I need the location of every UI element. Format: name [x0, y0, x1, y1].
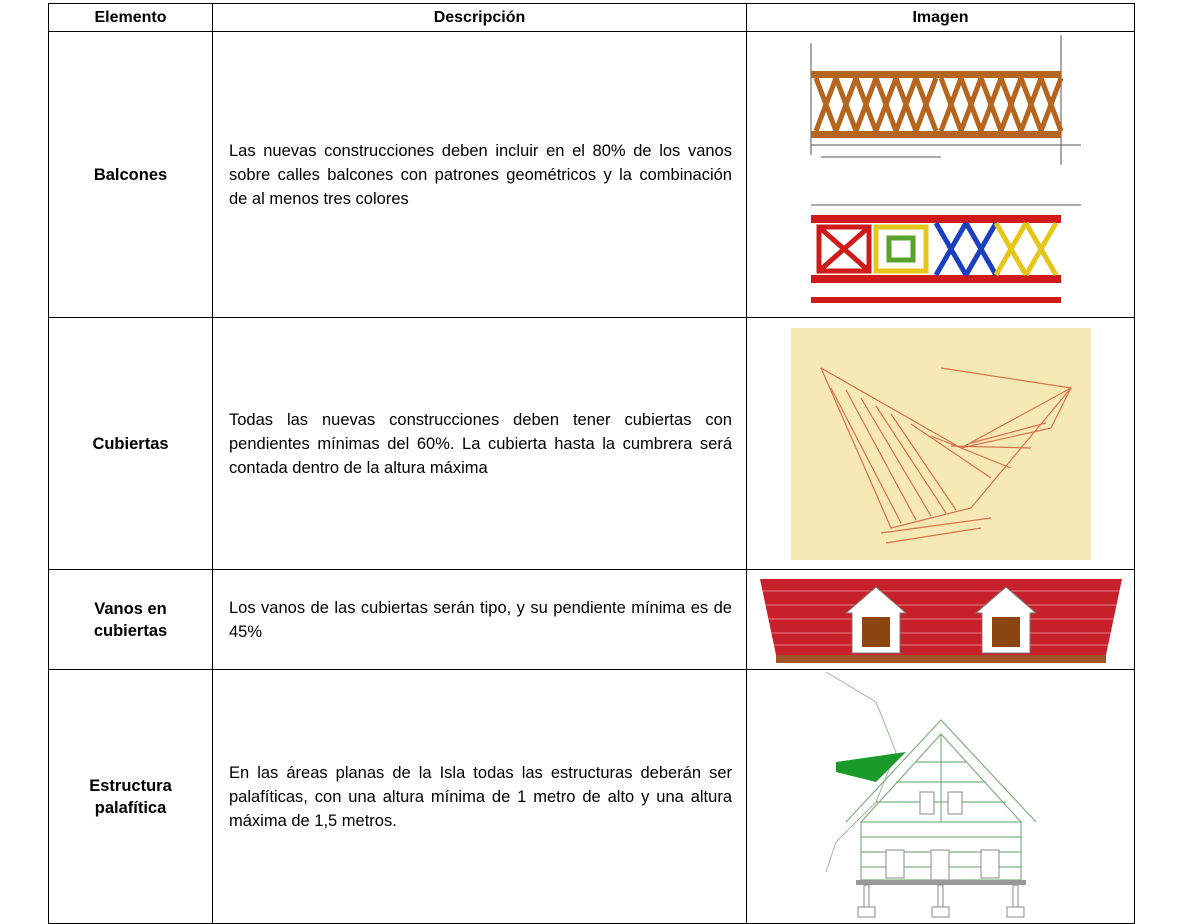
roof-drawing	[790, 327, 1091, 560]
requirements-table: Elemento Descripción Imagen Balcones Las…	[48, 3, 1135, 924]
element-cell: Vanos en cubiertas	[48, 569, 213, 670]
element-cell: Balcones	[48, 31, 213, 318]
image-cell	[746, 569, 1135, 670]
row: Estructura palafítica En las áreas plana…	[48, 669, 1135, 924]
stilt-house-drawing	[825, 671, 1036, 917]
image-cell	[746, 669, 1135, 924]
header-cell: Elemento	[48, 3, 213, 32]
row: Cubiertas Todas las nuevas construccione…	[48, 317, 1135, 570]
description-cell: En las áreas planas de la Isla todas las…	[212, 669, 747, 924]
image-cell	[746, 31, 1135, 318]
element-cell: Cubiertas	[48, 317, 213, 570]
description-cell: Todas las nuevas construcciones deben te…	[212, 317, 747, 570]
description-cell: Los vanos de las cubiertas serán tipo, y…	[212, 569, 747, 670]
row: Vanos en cubiertas Los vanos de las cubi…	[48, 569, 1135, 670]
element-cell: Estructura palafítica	[48, 669, 213, 924]
header-cell: Imagen	[746, 3, 1135, 32]
image-cell	[746, 317, 1135, 570]
description-cell: Las nuevas construcciones deben incluir …	[212, 31, 747, 318]
dormer-drawing	[759, 578, 1122, 663]
balcony-drawing	[810, 34, 1081, 303]
header-cell: Descripción	[212, 3, 747, 32]
row: Balcones Las nuevas construcciones deben…	[48, 31, 1135, 318]
header-row: Elemento Descripción Imagen	[48, 3, 1135, 32]
